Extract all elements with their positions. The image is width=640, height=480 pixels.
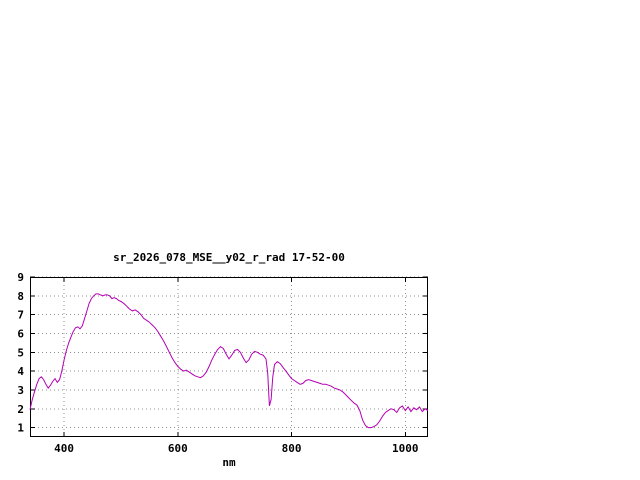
spectrum-line	[29, 293, 429, 429]
y-tick-label: 6	[17, 327, 24, 340]
x-tick-label: 600	[168, 442, 188, 455]
chart-title: sr_2026_078_MSE__y02_r_rad 17-52-00	[113, 251, 345, 264]
x-tick-label: 400	[54, 442, 74, 455]
x-tick-label: 1000	[392, 442, 419, 455]
grid-lines	[30, 276, 428, 437]
y-tick-label: 7	[17, 309, 24, 322]
x-tick-label: 800	[282, 442, 302, 455]
y-tick-label: 3	[17, 384, 24, 397]
y-tick-label: 9	[17, 271, 24, 284]
y-tick-label: 5	[17, 346, 24, 359]
y-tick-label: 8	[17, 290, 24, 303]
tick-labels: 400 600 800 1000 1 2 3 4 5 6 7 8 9	[17, 271, 418, 455]
y-tick-label: 1	[17, 422, 24, 435]
y-tick-label: 2	[17, 403, 24, 416]
y-tick-label: 4	[17, 365, 24, 378]
plot-border	[30, 277, 428, 437]
x-axis-label: nm	[222, 456, 236, 469]
